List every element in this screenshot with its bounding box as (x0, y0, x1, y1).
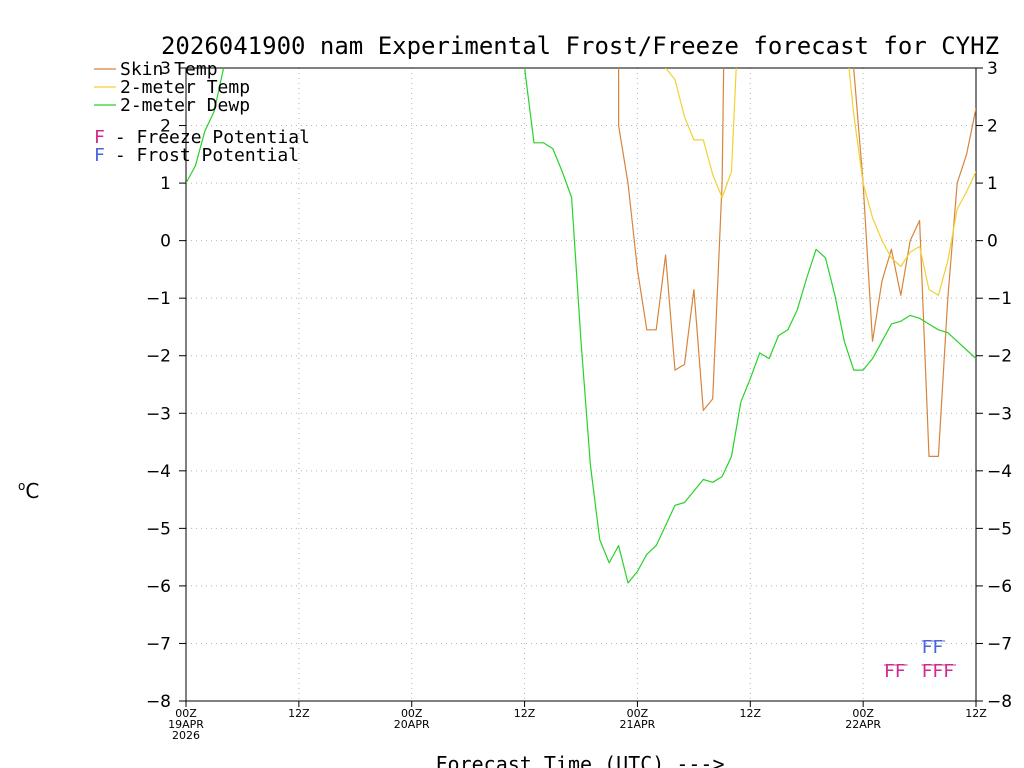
y-tick-label-left: −3 (146, 404, 171, 424)
x-tick-label-line: 00Z (175, 707, 197, 720)
y-tick-label-left: −6 (146, 577, 171, 597)
x-tick-label-line: 00Z (852, 707, 874, 720)
y-tick-label-right: −5 (987, 519, 1012, 539)
x-tick-label-line: 22APR (845, 718, 881, 731)
x-tick-label: 00Z 20APR (394, 707, 430, 731)
y-tick-label-right: −3 (987, 404, 1012, 424)
y-tick-label-right: −8 (987, 692, 1012, 712)
series-line-2-meter-temp (186, 68, 976, 296)
y-tick-label-left: 0 (160, 232, 171, 252)
marker-freeze-1: FFF (922, 661, 955, 682)
legend-label-0: Skin Temp (120, 59, 218, 80)
x-tick-label-line: 12Z (965, 707, 987, 720)
series-group (186, 68, 976, 584)
x-tick-label: 12Z (514, 707, 536, 720)
x-tick-label-line: 19APR (168, 718, 204, 731)
y-axis-label-unit: C (25, 479, 39, 503)
legend-potential-label: - Freeze Potential (115, 127, 310, 148)
y-tick-label-right: −6 (987, 577, 1012, 597)
y-tick-label-right: −1 (987, 289, 1012, 309)
y-tick-label-right: 3 (987, 59, 998, 79)
y-tick-label-right: −7 (987, 634, 1012, 654)
marker-freeze-0: FF (884, 661, 906, 682)
y-tick-label-right: 1 (987, 174, 998, 194)
legend-potential-label: - Frost Potential (115, 145, 299, 166)
x-tick-label-line: 12Z (740, 707, 762, 720)
series-line-skin-temp (618, 68, 976, 457)
y-axis-label-degree: o (18, 479, 25, 493)
grid-lines (186, 68, 976, 701)
y-axis-label: oC (18, 479, 39, 503)
legend-label-2: 2-meter Dewp (120, 95, 250, 116)
y-tick-label-right: −2 (987, 347, 1012, 367)
x-tick-label-line: 12Z (514, 707, 536, 720)
x-tick-label-line: 21APR (620, 718, 656, 731)
marker-frost-2: FF (922, 637, 944, 658)
plot-frame (185, 67, 977, 702)
x-tick-label: 12Z (288, 707, 310, 720)
x-tick-label: 12Z (965, 707, 987, 720)
legend-potential-symbol: F (94, 145, 105, 166)
chart-title: 2026041900 nam Experimental Frost/Freeze… (161, 32, 999, 60)
y-axis-left: 3 2 1 0 −1 −2 −3 −4 −5 −6 −7 −8 (146, 59, 186, 712)
y-tick-label-right: 2 (987, 117, 998, 137)
y-tick-label-left: −2 (146, 347, 171, 367)
y-tick-label-left: −4 (146, 462, 171, 482)
legend-label-1: 2-meter Temp (120, 77, 250, 98)
y-tick-label-left: −7 (146, 634, 171, 654)
x-tick-label: 00Z 21APR (620, 707, 656, 731)
y-tick-label-right: −4 (987, 462, 1012, 482)
legend-potential-1: F - Frost Potential (94, 145, 299, 166)
legend-potential-0: F - Freeze Potential (94, 127, 310, 148)
y-tick-label-left: 2 (160, 117, 171, 137)
y-tick-label-left: −5 (146, 519, 171, 539)
x-tick-label: 12Z (740, 707, 762, 720)
legend-potential-symbol: F (94, 127, 105, 148)
series-line-2-meter-dewp (186, 68, 976, 584)
x-axis-label: Forecast Time (UTC) ---> (436, 752, 725, 768)
x-tick-label-line: 00Z (627, 707, 649, 720)
x-tick-label: 00Z 19APR 2026 (168, 707, 204, 742)
y-axis-right: 3 2 1 0 −1 −2 −3 −4 −5 −6 −7 −8 (976, 59, 1012, 712)
x-tick-label: 00Z 22APR (845, 707, 881, 731)
x-tick-label-line: 12Z (288, 707, 310, 720)
y-tick-label-right: 0 (987, 232, 998, 252)
y-tick-label-left: 3 (160, 59, 171, 79)
y-tick-label-left: 1 (160, 174, 171, 194)
y-tick-label-left: −1 (146, 289, 171, 309)
x-tick-label-line: 20APR (394, 718, 430, 731)
x-tick-label-line: 2026 (172, 729, 200, 742)
x-tick-label-line: 00Z (401, 707, 423, 720)
y-tick-label-left: −8 (146, 692, 171, 712)
